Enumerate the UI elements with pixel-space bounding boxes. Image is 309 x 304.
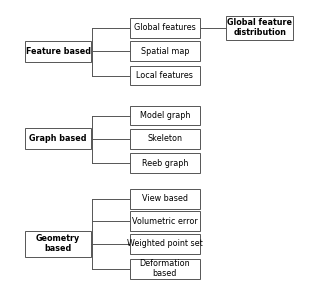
FancyBboxPatch shape bbox=[25, 231, 91, 257]
FancyBboxPatch shape bbox=[130, 129, 200, 149]
Text: Skeleton: Skeleton bbox=[147, 134, 182, 143]
Text: Feature based: Feature based bbox=[26, 47, 91, 56]
Text: Weighted point set: Weighted point set bbox=[127, 239, 203, 248]
FancyBboxPatch shape bbox=[25, 41, 91, 62]
Text: Local features: Local features bbox=[137, 71, 193, 80]
FancyBboxPatch shape bbox=[130, 259, 200, 279]
Text: Graph based: Graph based bbox=[29, 134, 87, 143]
FancyBboxPatch shape bbox=[130, 234, 200, 254]
FancyBboxPatch shape bbox=[226, 16, 293, 40]
FancyBboxPatch shape bbox=[130, 105, 200, 126]
FancyBboxPatch shape bbox=[130, 189, 200, 209]
FancyBboxPatch shape bbox=[130, 41, 200, 61]
Text: Spatial map: Spatial map bbox=[141, 47, 189, 56]
FancyBboxPatch shape bbox=[130, 153, 200, 173]
FancyBboxPatch shape bbox=[130, 211, 200, 231]
Text: Global feature
distribution: Global feature distribution bbox=[227, 19, 292, 37]
FancyBboxPatch shape bbox=[130, 66, 200, 85]
Text: View based: View based bbox=[142, 194, 188, 203]
FancyBboxPatch shape bbox=[130, 18, 200, 38]
Text: Model graph: Model graph bbox=[140, 111, 190, 120]
Text: Geometry
based: Geometry based bbox=[36, 234, 80, 254]
Text: Reeb graph: Reeb graph bbox=[142, 159, 188, 168]
Text: Deformation
based: Deformation based bbox=[140, 259, 190, 278]
Text: Volumetric error: Volumetric error bbox=[132, 217, 198, 226]
FancyBboxPatch shape bbox=[25, 128, 91, 149]
Text: Global features: Global features bbox=[134, 23, 196, 33]
